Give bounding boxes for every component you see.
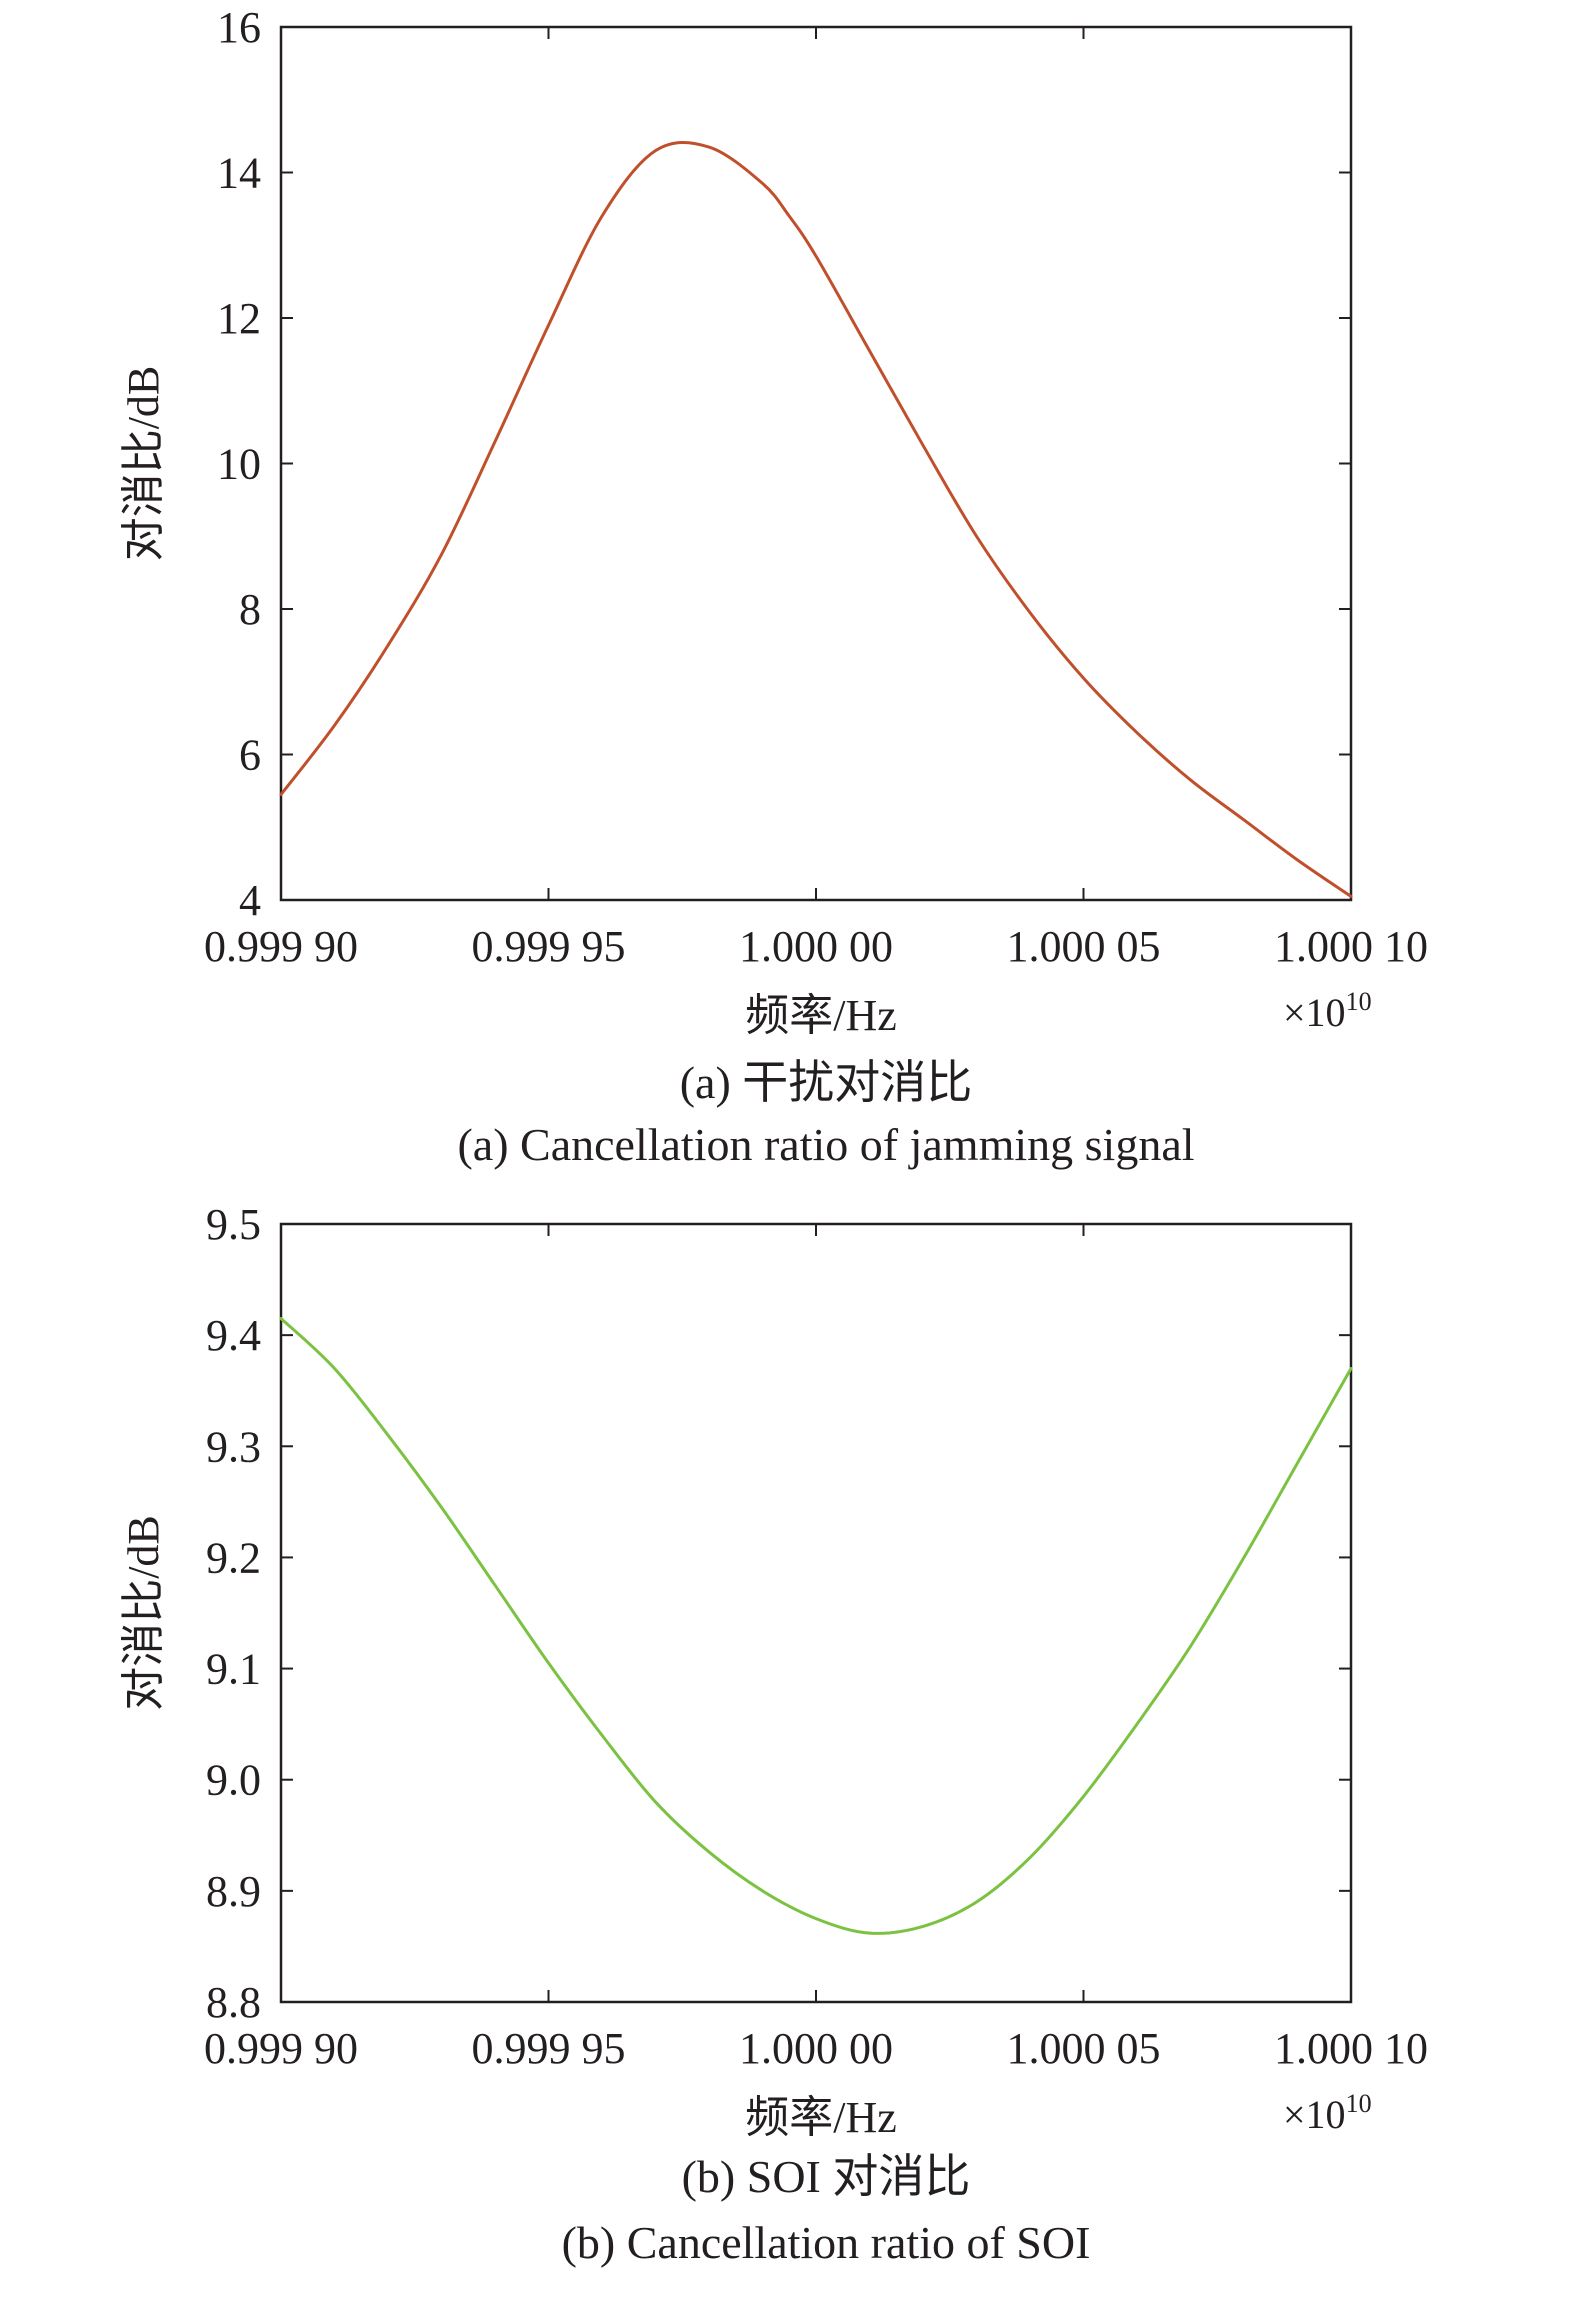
y-tick-label: 9.1	[206, 1645, 261, 1694]
x-tick-label: 1.000 05	[1007, 2024, 1161, 2073]
y-tick-labels-a: 4 6 8 10 12 14 16	[217, 3, 261, 925]
y-tick-label: 8.9	[206, 1867, 261, 1916]
y-tick-label: 9.3	[206, 1422, 261, 1471]
caption-en-b: (b) Cancellation ratio of SOI	[562, 2217, 1091, 2268]
x-multiplier-a: ×1010	[1283, 987, 1372, 1035]
y-tick-label: 6	[239, 731, 261, 780]
plot-frame-b	[279, 1222, 1353, 2004]
x-tick-label: 1.000 00	[739, 922, 893, 971]
series-group-a	[279, 140, 1353, 898]
series-line	[279, 140, 1353, 898]
y-tick-label: 9.4	[206, 1311, 261, 1360]
y-tick-label: 8.8	[206, 1978, 261, 2027]
plot-frame-a	[279, 25, 1353, 902]
x-tick-labels-b: 0.999 90 0.999 95 1.000 00 1.000 05 1.000 10	[204, 2024, 1428, 2073]
series-line	[279, 1316, 1353, 1935]
y-tick-label: 10	[217, 440, 261, 489]
x-tick-label: 1.000 05	[1007, 922, 1161, 971]
x-multiplier-b: ×1010	[1283, 2089, 1372, 2137]
y-tick-label: 9.5	[206, 1200, 261, 1249]
x-multiplier-exp-a: 10	[1346, 987, 1372, 1016]
x-tick-label: 0.999 90	[204, 922, 358, 971]
chart-panel-b: 8.88.99.09.19.29.39.49.5 0.999 90 0.999 9…	[119, 1200, 1428, 2268]
tick-marks-b	[280, 1223, 1352, 2003]
x-multiplier-base-b: ×10	[1283, 2092, 1346, 2137]
y-tick-labels-b: 8.8 8.9 9.0 9.1 9.2 9.3 9.4 9.5	[206, 1200, 261, 2027]
y-tick-label: 8	[239, 585, 261, 634]
caption-cn-b: (b) SOI 对消比	[682, 2151, 971, 2202]
x-tick-label: 1.000 10	[1274, 2024, 1428, 2073]
chart-panel-a: 4 6 8 10 12 14 16 0.999 90 0.999 95 1.000 00 1.00…	[119, 3, 1428, 1170]
caption-cn-a: (a) 干扰对消比	[680, 1057, 973, 1108]
y-tick-label: 14	[217, 149, 261, 198]
y-tick-label: 9.2	[206, 1533, 261, 1582]
x-tick-label: 0.999 95	[472, 922, 626, 971]
series-group-b	[279, 1316, 1353, 1935]
caption-en-a: (a) Cancellation ratio of jamming signal	[457, 1119, 1194, 1170]
y-tick-label: 16	[217, 3, 261, 52]
x-tick-labels-a: 0.999 90 0.999 95 1.000 00 1.000 05 1.000 10	[204, 922, 1428, 971]
y-tick-label: 4	[239, 876, 261, 925]
y-tick-label: 9.0	[206, 1756, 261, 1805]
x-axis-label-a: 频率/Hz	[745, 991, 897, 1040]
y-axis-label-b: 对消比/dB	[119, 1515, 168, 1711]
x-tick-label: 1.000 00	[739, 2024, 893, 2073]
x-tick-label: 1.000 10	[1274, 922, 1428, 971]
x-axis-label-b: 频率/Hz	[745, 2093, 897, 2142]
x-multiplier-base-a: ×10	[1283, 990, 1346, 1035]
x-tick-label: 0.999 90	[204, 2024, 358, 2073]
x-tick-label: 0.999 95	[472, 2024, 626, 2073]
x-multiplier-exp-b: 10	[1346, 2089, 1372, 2118]
tick-marks-a	[280, 26, 1352, 901]
y-axis-label-a: 对消比/dB	[119, 366, 168, 562]
y-tick-label: 12	[217, 294, 261, 343]
